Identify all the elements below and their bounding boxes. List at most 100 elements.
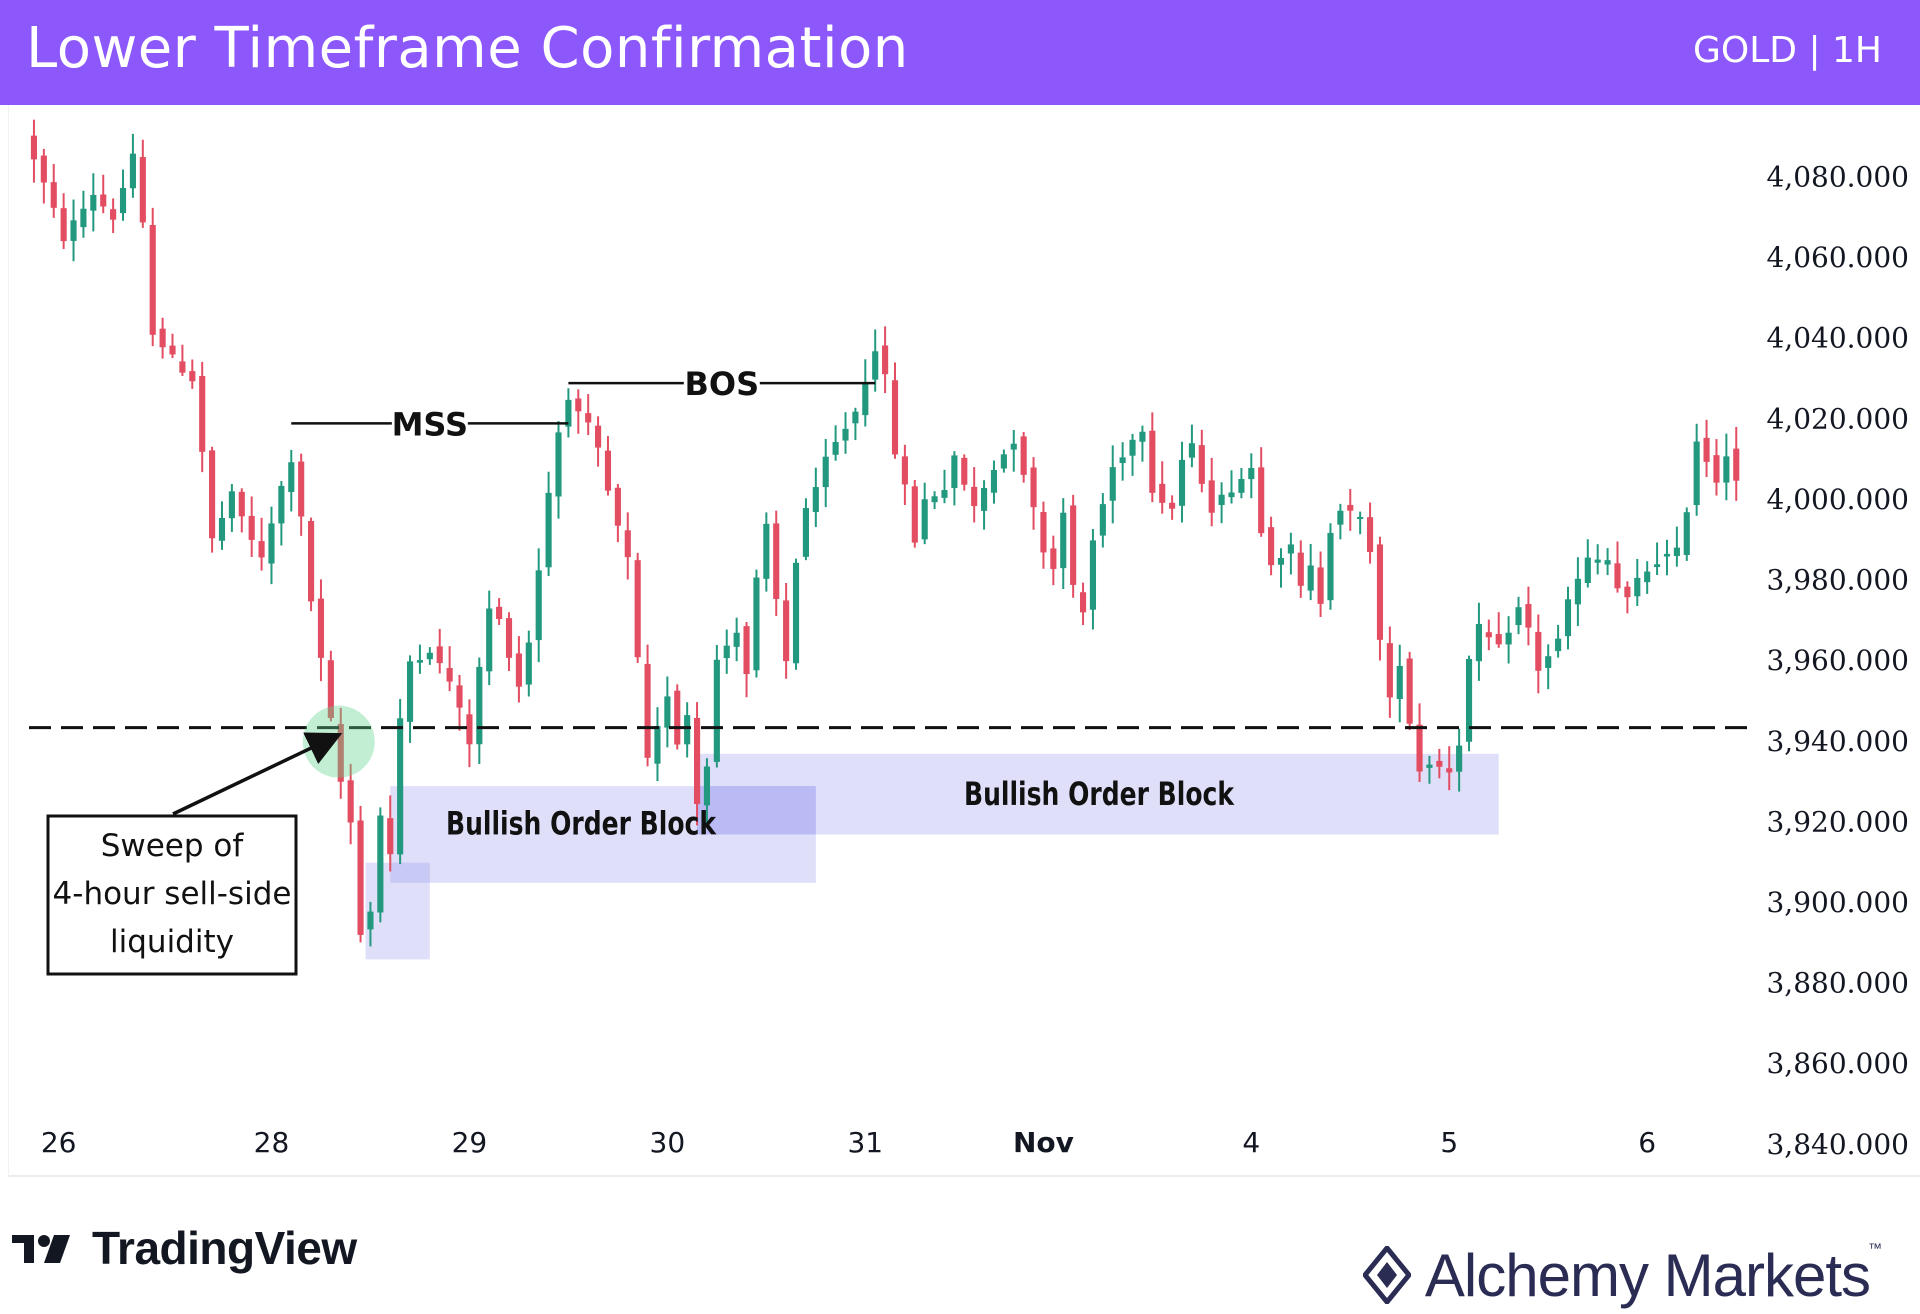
candle [1654, 542, 1661, 576]
candle [406, 655, 414, 743]
candle-body [1456, 745, 1463, 772]
candle-body [308, 521, 315, 602]
candle-body [644, 663, 651, 758]
candle-body [862, 382, 869, 416]
y-tick-label: 3,880.000 [1766, 967, 1909, 1000]
candle [129, 133, 136, 198]
sweep-callout-line: Sweep of [101, 828, 245, 864]
candle [674, 684, 681, 750]
candle-body [1663, 553, 1671, 557]
price-chart[interactable]: Gold Spot / U.S. Dollar · 1h · TVC4,080.… [9, 105, 1920, 1177]
candle [1020, 431, 1027, 483]
candle [278, 480, 285, 546]
candle [100, 174, 107, 214]
candle-body [406, 661, 414, 722]
candle [585, 394, 592, 436]
candle-body [604, 450, 612, 491]
candle-body [1644, 571, 1651, 583]
candle [990, 460, 998, 504]
candle [1386, 626, 1393, 718]
candle [1317, 551, 1324, 618]
candle-body [674, 690, 681, 745]
candle-body [812, 487, 819, 513]
candle [1475, 602, 1482, 681]
candle-body [1416, 724, 1423, 772]
candle-body [1713, 455, 1720, 483]
candle [119, 169, 127, 221]
page-title: Lower Timeframe Confirmation [26, 16, 909, 81]
candle-body [931, 496, 938, 503]
candle [575, 389, 582, 434]
y-tick-label: 4,080.000 [1766, 161, 1909, 194]
candle-body [228, 491, 235, 519]
alchemy-markets-brand: Alchemy Markets ™ [1362, 1240, 1882, 1310]
candle [1614, 541, 1621, 593]
candle-body [1000, 454, 1007, 469]
candle-body [1357, 516, 1364, 519]
x-tick-label: 5 [1440, 1126, 1458, 1159]
candle-body [990, 470, 998, 493]
candle-body [436, 646, 443, 664]
candle [248, 496, 255, 557]
candle [446, 646, 453, 692]
y-tick-label: 4,020.000 [1766, 402, 1909, 435]
sweep-highlight [302, 705, 375, 778]
candle-body [792, 562, 800, 664]
candle [773, 510, 780, 616]
candle [792, 558, 800, 670]
candle-body [387, 818, 394, 855]
candle [644, 644, 651, 767]
candle-body [1535, 631, 1542, 671]
candle-body [545, 492, 552, 568]
candle-body [1030, 467, 1037, 508]
candle-body [199, 375, 206, 452]
candle-body [149, 225, 156, 335]
candle [545, 471, 552, 576]
candle [1178, 441, 1186, 523]
candle [60, 193, 67, 250]
candle-body [1564, 599, 1572, 637]
candle-body [664, 696, 671, 728]
candle-body [258, 541, 265, 558]
candle [1604, 548, 1611, 576]
order-block-zone [390, 786, 816, 883]
candle [891, 362, 899, 459]
candle [40, 148, 47, 204]
candle-body [901, 456, 908, 485]
candle [1465, 655, 1473, 752]
candle-body [575, 398, 582, 412]
candle [1000, 449, 1007, 473]
candle-body [634, 560, 641, 658]
candle [1277, 548, 1285, 588]
sweep-callout-line: liquidity [110, 924, 234, 960]
candle [1129, 433, 1136, 476]
candle [1060, 498, 1067, 590]
candle [802, 498, 809, 561]
candle [624, 512, 631, 580]
candle [1287, 532, 1294, 575]
candle-body [248, 515, 255, 540]
candle [565, 388, 572, 438]
candle-body [1683, 512, 1690, 555]
candle-body [981, 488, 988, 511]
order-block-label: Bullish Order Block [964, 775, 1235, 813]
candle-body [1475, 623, 1482, 662]
alchemy-markets-wordmark: Alchemy Markets [1424, 1241, 1871, 1309]
candle-body [1268, 527, 1275, 566]
candle-body [1228, 492, 1235, 498]
candle-body [416, 660, 424, 663]
candle [1149, 412, 1156, 503]
candle-body [1198, 445, 1205, 484]
candle-body [1287, 544, 1294, 554]
candle-body [209, 450, 216, 539]
candle-body [921, 499, 928, 540]
candle-body [723, 645, 730, 659]
candle [456, 674, 463, 731]
y-tick-label: 4,060.000 [1766, 241, 1909, 274]
candle-body [1406, 658, 1413, 724]
candle-body [842, 428, 849, 441]
candle [981, 480, 988, 530]
candle-body [367, 911, 374, 930]
candle-body [238, 491, 245, 517]
order-block-zones [365, 753, 1499, 960]
